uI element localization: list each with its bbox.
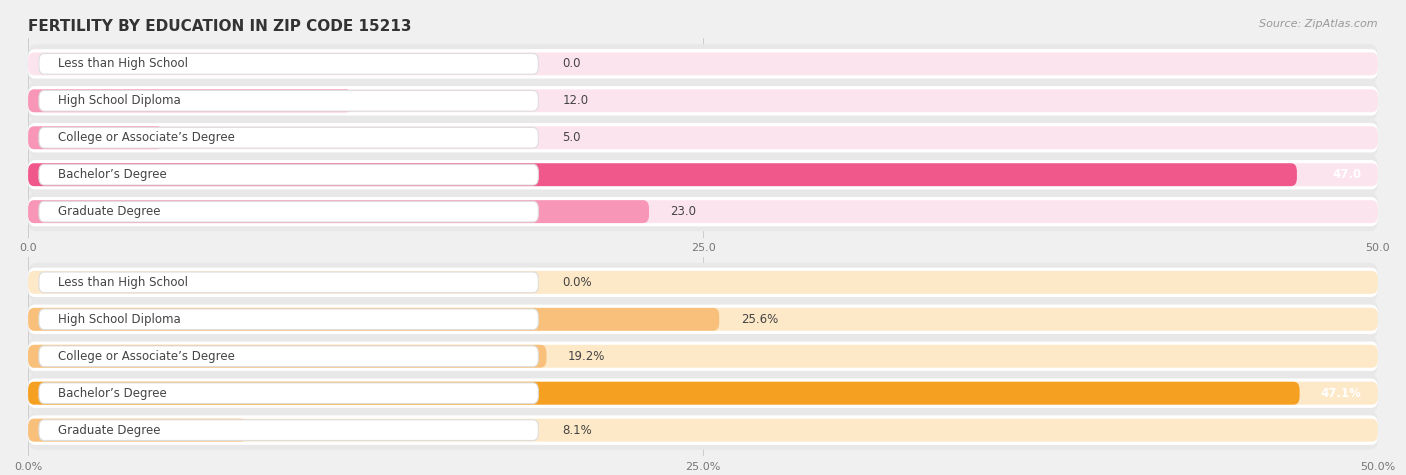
- Text: High School Diploma: High School Diploma: [58, 313, 180, 326]
- FancyBboxPatch shape: [39, 54, 538, 74]
- FancyBboxPatch shape: [28, 271, 1378, 294]
- FancyBboxPatch shape: [28, 89, 352, 112]
- FancyBboxPatch shape: [28, 123, 1378, 152]
- Text: Graduate Degree: Graduate Degree: [58, 424, 160, 437]
- Text: High School Diploma: High School Diploma: [58, 95, 180, 107]
- Text: Less than High School: Less than High School: [58, 57, 188, 70]
- FancyBboxPatch shape: [28, 345, 547, 368]
- FancyBboxPatch shape: [28, 374, 1378, 413]
- FancyBboxPatch shape: [28, 155, 1378, 194]
- Text: 0.0: 0.0: [562, 57, 581, 70]
- FancyBboxPatch shape: [39, 90, 538, 111]
- Text: Less than High School: Less than High School: [58, 276, 188, 289]
- FancyBboxPatch shape: [28, 126, 1378, 149]
- FancyBboxPatch shape: [39, 201, 538, 222]
- Text: 8.1%: 8.1%: [562, 424, 592, 437]
- FancyBboxPatch shape: [28, 267, 1378, 297]
- FancyBboxPatch shape: [39, 309, 538, 330]
- FancyBboxPatch shape: [28, 342, 1378, 371]
- Text: 5.0: 5.0: [562, 131, 581, 144]
- FancyBboxPatch shape: [28, 81, 1378, 120]
- Text: 12.0: 12.0: [562, 95, 589, 107]
- FancyBboxPatch shape: [28, 197, 1378, 227]
- FancyBboxPatch shape: [39, 346, 538, 367]
- Text: 25.6%: 25.6%: [741, 313, 778, 326]
- FancyBboxPatch shape: [28, 337, 1378, 376]
- FancyBboxPatch shape: [28, 410, 1378, 450]
- Text: Source: ZipAtlas.com: Source: ZipAtlas.com: [1260, 19, 1378, 29]
- FancyBboxPatch shape: [28, 200, 650, 223]
- FancyBboxPatch shape: [28, 52, 1378, 76]
- FancyBboxPatch shape: [28, 304, 1378, 334]
- FancyBboxPatch shape: [39, 383, 538, 404]
- Text: 0.0%: 0.0%: [562, 276, 592, 289]
- FancyBboxPatch shape: [28, 163, 1378, 186]
- FancyBboxPatch shape: [28, 300, 1378, 339]
- FancyBboxPatch shape: [39, 420, 538, 440]
- FancyBboxPatch shape: [28, 416, 1378, 445]
- FancyBboxPatch shape: [28, 418, 247, 442]
- Text: College or Associate’s Degree: College or Associate’s Degree: [58, 350, 235, 363]
- Text: 47.0: 47.0: [1333, 168, 1361, 181]
- FancyBboxPatch shape: [28, 345, 1378, 368]
- FancyBboxPatch shape: [28, 308, 720, 331]
- FancyBboxPatch shape: [28, 308, 1378, 331]
- Text: Bachelor’s Degree: Bachelor’s Degree: [58, 168, 166, 181]
- FancyBboxPatch shape: [28, 118, 1378, 157]
- FancyBboxPatch shape: [28, 89, 1378, 112]
- FancyBboxPatch shape: [28, 379, 1378, 408]
- Text: College or Associate’s Degree: College or Associate’s Degree: [58, 131, 235, 144]
- FancyBboxPatch shape: [28, 44, 1378, 84]
- FancyBboxPatch shape: [28, 86, 1378, 115]
- Text: 23.0: 23.0: [671, 205, 696, 218]
- Text: 19.2%: 19.2%: [568, 350, 606, 363]
- FancyBboxPatch shape: [28, 418, 1378, 442]
- FancyBboxPatch shape: [39, 164, 538, 185]
- FancyBboxPatch shape: [28, 382, 1378, 405]
- FancyBboxPatch shape: [28, 126, 163, 149]
- Text: FERTILITY BY EDUCATION IN ZIP CODE 15213: FERTILITY BY EDUCATION IN ZIP CODE 15213: [28, 19, 412, 34]
- FancyBboxPatch shape: [28, 192, 1378, 231]
- Text: Bachelor’s Degree: Bachelor’s Degree: [58, 387, 166, 399]
- FancyBboxPatch shape: [28, 263, 1378, 302]
- Text: Graduate Degree: Graduate Degree: [58, 205, 160, 218]
- FancyBboxPatch shape: [39, 272, 538, 293]
- FancyBboxPatch shape: [28, 200, 1378, 223]
- FancyBboxPatch shape: [28, 382, 1299, 405]
- FancyBboxPatch shape: [28, 163, 1296, 186]
- Text: 47.1%: 47.1%: [1320, 387, 1361, 399]
- FancyBboxPatch shape: [39, 127, 538, 148]
- FancyBboxPatch shape: [28, 49, 1378, 78]
- FancyBboxPatch shape: [28, 160, 1378, 190]
